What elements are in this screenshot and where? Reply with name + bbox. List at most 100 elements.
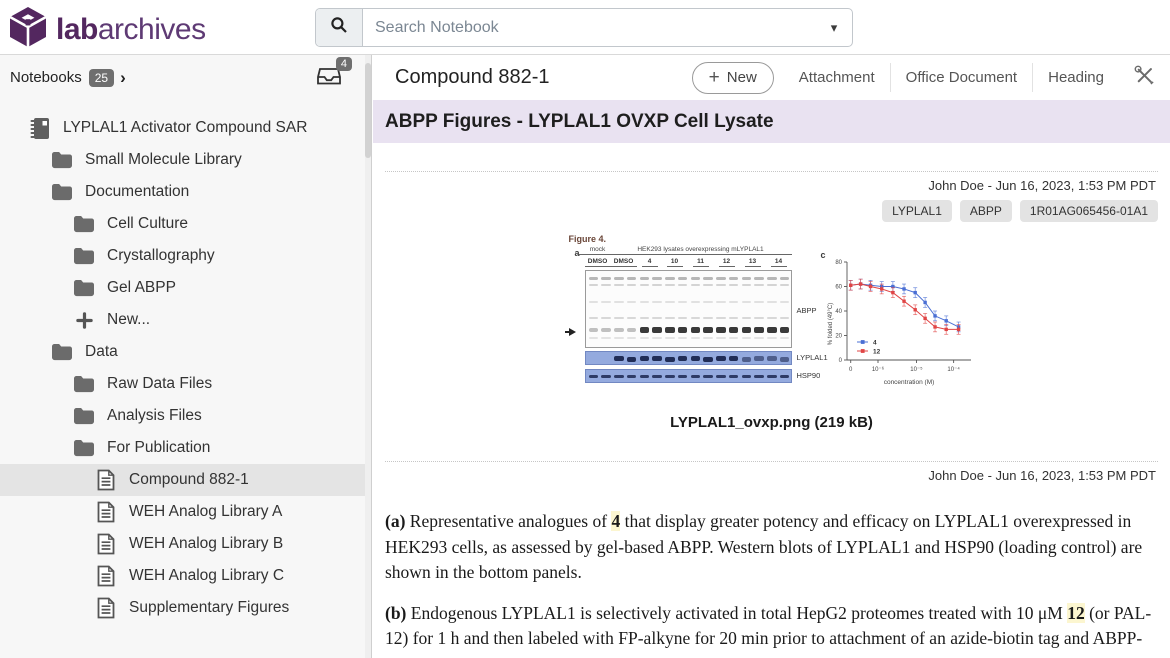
entries-content: John Doe - Jun 16, 2023, 1:53 PM PDT LYP… bbox=[373, 171, 1170, 652]
tree-item-label: Compound 882-1 bbox=[129, 471, 249, 488]
plus-icon bbox=[72, 311, 96, 329]
gel-band bbox=[626, 337, 637, 339]
gel-band bbox=[728, 284, 739, 286]
svg-text:80: 80 bbox=[835, 260, 842, 266]
paragraph-text: that display greater potency and efficac… bbox=[385, 511, 1143, 582]
gel-band bbox=[728, 374, 739, 378]
doc-icon bbox=[94, 533, 118, 555]
gel-lane-label: DMSO bbox=[584, 258, 611, 267]
entry-divider bbox=[385, 171, 1158, 172]
tree-item-crystallography[interactable]: Crystallography bbox=[0, 240, 371, 272]
gel-band bbox=[728, 356, 739, 361]
search-icon bbox=[330, 16, 348, 39]
gel-band bbox=[754, 374, 764, 378]
tree-item-lyplal1-activator-compound-sar[interactable]: LYPLAL1 Activator Compound SAR bbox=[0, 112, 371, 144]
gel-band bbox=[588, 337, 598, 339]
tree-item-documentation[interactable]: Documentation bbox=[0, 176, 371, 208]
search-button[interactable] bbox=[316, 9, 363, 46]
entry-paragraph-b[interactable]: (b) Endogenous LYPLAL1 is selectively ac… bbox=[385, 601, 1158, 652]
gel-band bbox=[677, 317, 688, 319]
tree-item-label: Crystallography bbox=[107, 247, 215, 264]
toolbar-button-heading[interactable]: Heading bbox=[1032, 63, 1119, 92]
search-input[interactable] bbox=[363, 9, 816, 46]
svg-text:40: 40 bbox=[835, 309, 842, 315]
tree-item-data[interactable]: Data bbox=[0, 336, 371, 368]
gel-band bbox=[677, 277, 688, 280]
tree-item-supplementary-figures[interactable]: Supplementary Figures bbox=[0, 592, 371, 624]
gel-band bbox=[665, 317, 675, 319]
svg-text:20: 20 bbox=[835, 334, 842, 340]
gel-band bbox=[652, 277, 662, 280]
gel-lane-label: 4 bbox=[641, 258, 658, 267]
gel-band bbox=[652, 317, 662, 319]
paragraph-text: (or PAL-12) for 1 h and then labeled wit… bbox=[385, 602, 1152, 649]
attachment-image[interactable]: Figure 4. a c 0 20 40 60 80 0 10⁻⁶ 10⁻⁵ 10⁻⁴ 4 12%… bbox=[564, 234, 979, 396]
gel-band bbox=[767, 301, 777, 303]
gel-band bbox=[703, 317, 713, 319]
gel-band bbox=[639, 327, 649, 333]
gel-band bbox=[588, 277, 598, 280]
tree-item-for-publication[interactable]: For Publication bbox=[0, 432, 371, 464]
gel-band bbox=[703, 357, 713, 362]
gel-band bbox=[767, 327, 777, 333]
sidebar: Notebooks 25 › 4 LYPLAL1 Activator Compo… bbox=[0, 55, 372, 658]
gel-band bbox=[716, 327, 726, 333]
tree-item-raw-data-files[interactable]: Raw Data Files bbox=[0, 368, 371, 400]
tree-item-weh-analog-library-c[interactable]: WEH Analog Library C bbox=[0, 560, 371, 592]
new-button[interactable]: + New bbox=[691, 61, 774, 94]
tools-button[interactable] bbox=[1133, 64, 1156, 92]
gel-band bbox=[690, 284, 700, 286]
blot-label-lyplal1: LYPLAL1 bbox=[796, 353, 828, 362]
notebooks-chevron-icon[interactable]: › bbox=[120, 67, 126, 87]
gel-band bbox=[652, 301, 662, 303]
entry-heading-band[interactable]: ABPP Figures - LYPLAL1 OVXP Cell Lysate bbox=[373, 100, 1170, 143]
gel-band bbox=[639, 337, 649, 339]
tree-item-cell-culture[interactable]: Cell Culture bbox=[0, 208, 371, 240]
gel-lane-label: 12 bbox=[718, 258, 735, 267]
gel-band bbox=[703, 301, 713, 303]
tree-item-gel-abpp[interactable]: Gel ABPP bbox=[0, 272, 371, 304]
svg-text:4: 4 bbox=[873, 339, 877, 346]
notebook-search: ▾ bbox=[315, 8, 853, 47]
tag-lyplal1[interactable]: LYPLAL1 bbox=[882, 200, 952, 222]
tree-item-label: Data bbox=[85, 343, 118, 360]
blot-label-hsp90: HSP90 bbox=[796, 371, 821, 380]
tag-abpp[interactable]: ABPP bbox=[959, 200, 1012, 222]
gel-band bbox=[626, 301, 637, 303]
tree-item-label: Raw Data Files bbox=[107, 375, 213, 392]
gel-band bbox=[601, 284, 611, 286]
tree-item-weh-analog-library-b[interactable]: WEH Analog Library B bbox=[0, 528, 371, 560]
gel-band bbox=[652, 327, 662, 333]
tree-item-small-molecule-library[interactable]: Small Molecule Library bbox=[0, 144, 371, 176]
gel-band bbox=[665, 374, 675, 378]
gel-band bbox=[677, 301, 688, 303]
gel-band bbox=[754, 284, 764, 286]
gel-band bbox=[716, 277, 726, 280]
entry-divider bbox=[385, 461, 1158, 462]
tree-item-label: For Publication bbox=[107, 439, 211, 456]
svg-text:10⁻⁶: 10⁻⁶ bbox=[871, 366, 884, 373]
tag-1r01ag065456-01a1[interactable]: 1R01AG065456-01A1 bbox=[1019, 200, 1158, 222]
toolbar-button-office-document[interactable]: Office Document bbox=[889, 63, 1032, 92]
top-bar: labarchives ▾ bbox=[0, 0, 1170, 55]
gel-band bbox=[779, 374, 790, 378]
tree-item-new[interactable]: New... bbox=[0, 304, 371, 336]
gel-lane-label: 14 bbox=[770, 258, 787, 267]
gel-band bbox=[728, 337, 739, 339]
search-dropdown-caret[interactable]: ▾ bbox=[830, 19, 838, 35]
hsp90-blot bbox=[584, 369, 792, 383]
gel-band bbox=[690, 337, 700, 339]
gel-group-label: HEK293 lysates overexpressing mLYPLAL1 bbox=[609, 246, 792, 255]
sidebar-scrollbar[interactable] bbox=[365, 55, 371, 658]
tree-item-compound-882-1[interactable]: Compound 882-1 bbox=[0, 464, 371, 496]
tree-item-weh-analog-library-a[interactable]: WEH Analog Library A bbox=[0, 496, 371, 528]
entry-paragraph-a[interactable]: (a) Representative analogues of 4 that d… bbox=[385, 509, 1158, 586]
inbox-button[interactable]: 4 bbox=[315, 57, 352, 91]
notebooks-header[interactable]: Notebooks 25 › 4 bbox=[0, 55, 371, 100]
tree-item-analysis-files[interactable]: Analysis Files bbox=[0, 400, 371, 432]
gel-lane-label: DMSO bbox=[610, 258, 637, 267]
western-blot-gel bbox=[584, 270, 792, 348]
toolbar-button-attachment[interactable]: Attachment bbox=[798, 69, 875, 86]
labarchives-logo[interactable]: labarchives bbox=[8, 6, 206, 53]
sidebar-scrollbar-thumb[interactable] bbox=[365, 63, 371, 158]
